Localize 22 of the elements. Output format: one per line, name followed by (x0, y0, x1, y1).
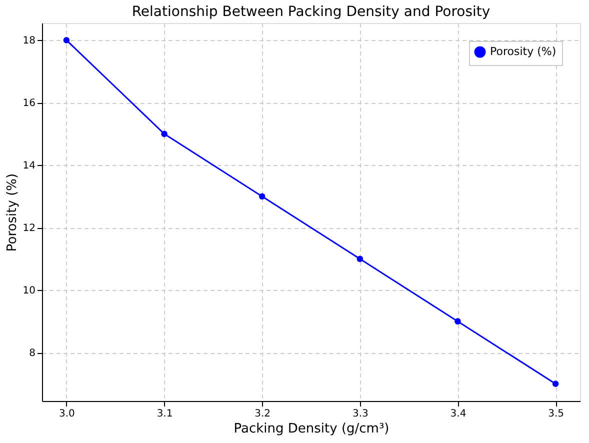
y-tick-label: 10 (22, 286, 36, 297)
point (258, 193, 266, 200)
y-axis-title: Porosity (%) (4, 173, 20, 252)
x-tick-label: 3.5 (548, 408, 564, 420)
point (356, 256, 364, 262)
chart-title: Relationship Between Packing Density and Porosity (132, 4, 490, 20)
x-tick-label: 3.1 (156, 408, 173, 420)
y-tick-label: 14 (22, 160, 36, 172)
legend-label: Porosity (%) (490, 45, 556, 58)
y-tick-label: 12 (22, 223, 36, 234)
x-tick-label: 3.4 (450, 408, 466, 420)
point (63, 37, 70, 44)
point (454, 318, 461, 324)
x-tick-label: 3.3 (352, 408, 368, 420)
x-tick-label: 3.0 (59, 408, 75, 420)
y-tick-label: 16 (22, 98, 36, 110)
point (161, 130, 168, 138)
point (552, 380, 559, 387)
y-tick-label: 8 (29, 348, 36, 360)
y-tick-label: 18 (22, 36, 36, 47)
x-tick-label: 3.2 (254, 408, 271, 420)
x-axis-title: Packing Density (g/cm³) (234, 422, 390, 436)
